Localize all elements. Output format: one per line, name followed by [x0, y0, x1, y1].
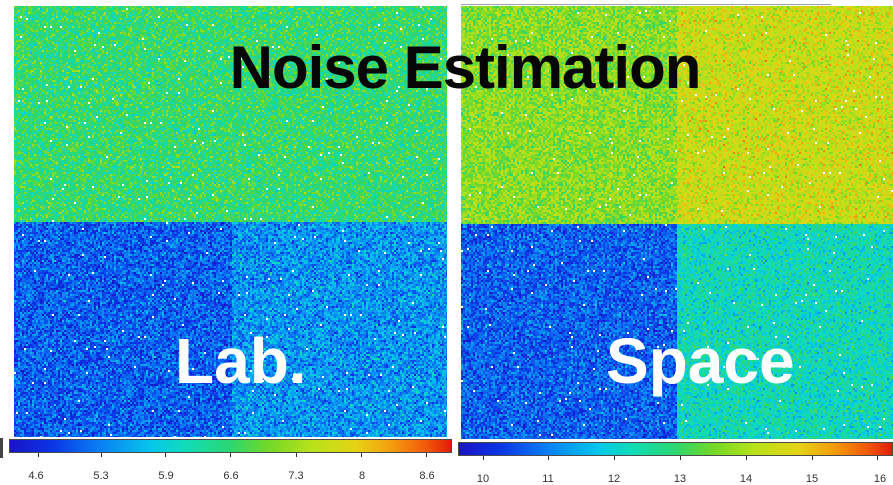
lab-colorbar-tick — [230, 453, 231, 457]
lab-colorbar-tick-label: 5.3 — [93, 470, 109, 482]
lab-colorbar-tick — [101, 453, 102, 457]
lab-colorbar-tick-label: 8.6 — [419, 470, 435, 482]
space-colorbar-tick-label: 12 — [607, 473, 621, 485]
lab-colorbar-tick — [361, 453, 362, 457]
space-colorbar-frame — [458, 442, 893, 456]
lab-noise-map — [14, 6, 447, 437]
lab-colorbar-tick — [426, 453, 427, 457]
space-colorbar-tick-label: 16 — [873, 473, 887, 485]
right-panel-top-border — [461, 4, 831, 5]
space-colorbar-tick — [614, 456, 615, 460]
lab-colorbar-tick — [165, 453, 166, 457]
space-colorbar-tick-label: 11 — [542, 473, 554, 485]
space-colorbar-tick-label: 13 — [673, 473, 687, 485]
space-colorbar-tick — [483, 456, 484, 460]
space-colorbar-tick — [548, 456, 549, 460]
lab-colorbar-tick — [38, 453, 39, 457]
lab-colorbar-tick-label: 6.6 — [223, 470, 239, 482]
lab-colorbar-tick — [296, 453, 297, 457]
lab-colorbar-frame — [9, 439, 452, 453]
space-colorbar-tick-label: 14 — [739, 473, 753, 485]
space-colorbar-gradient — [458, 442, 893, 456]
space-colorbar-tick — [680, 456, 681, 460]
figure-title: Noise Estimation — [229, 34, 702, 101]
space-noise-heatmap — [461, 6, 893, 439]
space-colorbar-tick-label: 15 — [805, 473, 819, 485]
space-colorbar-tick — [746, 456, 747, 460]
lab-noise-heatmap — [14, 6, 447, 437]
lab-colorbar-tick-label: 4.6 — [28, 470, 44, 482]
space-noise-map — [461, 6, 893, 439]
lab-colorbar-gradient — [9, 439, 452, 453]
lab-colorbar: 4.6 5.3 5.9 6.6 7.3 8 8.6 — [9, 439, 452, 482]
lab-colorbar-tick-label: 5.9 — [158, 470, 174, 482]
lab-label: Lab. — [175, 325, 307, 397]
space-colorbar-tick-label: 10 — [476, 473, 490, 485]
space-colorbar-tick — [812, 456, 813, 460]
space-colorbar: 10 11 12 13 14 15 16 — [458, 442, 893, 485]
lab-colorbar-tick-label: 7.3 — [288, 470, 304, 482]
left-edge-mark — [0, 438, 3, 458]
lab-colorbar-tick-label: 8 — [358, 470, 366, 482]
space-label: Space — [606, 325, 795, 397]
space-colorbar-tick — [877, 456, 878, 460]
